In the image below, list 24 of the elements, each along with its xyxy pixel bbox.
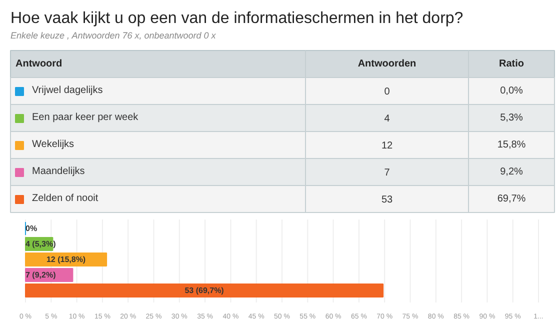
text: 0,0% (500, 86, 524, 96)
text: Antwoord (16, 58, 62, 70)
text: 15,8% (497, 140, 526, 150)
text: 9,2% (500, 166, 524, 178)
legend-label: Een paar keer per week (32, 111, 138, 125)
bar (25, 284, 384, 298)
text: 0 (384, 86, 390, 98)
data-label: 7 (9,2%) (26, 270, 56, 280)
legend-label: Maandelijks (32, 165, 85, 179)
legend-label: Vrijwel dagelijks (32, 84, 103, 98)
text: Ratio (499, 58, 524, 70)
data-label: 12 (15,8%) (46, 255, 86, 264)
text: 7 (384, 168, 390, 178)
legend-label: Wekelijks (32, 138, 74, 152)
chart-subtitle: Enkele keuze , Antwoorden 76 x, onbeantwoord 0 x (10, 30, 216, 40)
text: Antwoorden (358, 58, 416, 70)
text: 12 (381, 140, 393, 152)
text: 5,3% (500, 112, 524, 124)
text: 69,7% (497, 194, 526, 204)
chart-title: Hoe vaak kijkt u op een van de informatieschermen in het dorp? (10, 10, 464, 27)
text: 4 (384, 114, 390, 124)
text: 53 (381, 194, 393, 206)
data-label: 53 (69,7%) (184, 286, 224, 295)
legend-label: Zelden of nooit (32, 192, 98, 206)
